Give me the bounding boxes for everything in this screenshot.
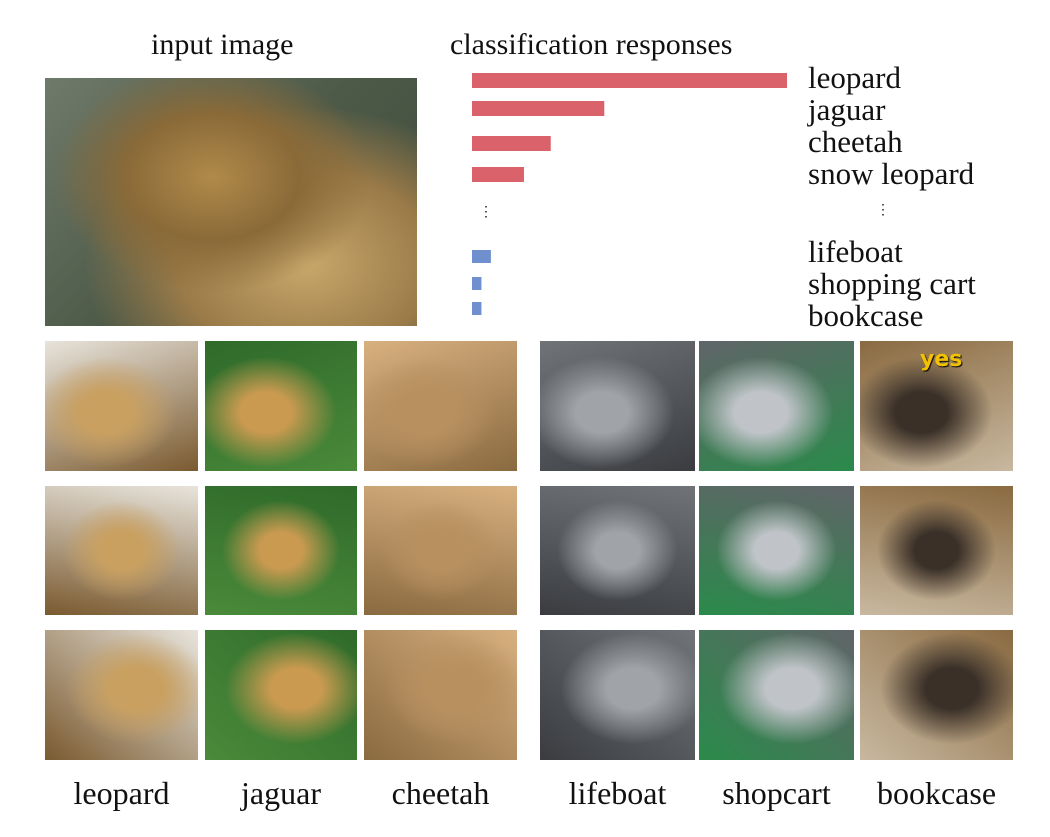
bar-shopping-cart	[472, 277, 482, 290]
example-image-lifeboat-2	[540, 486, 695, 615]
example-image-shopcart-3	[699, 630, 854, 760]
bar-lifeboat	[472, 250, 491, 263]
example-image-leopard-2	[45, 486, 198, 615]
example-image-shopcart-1	[699, 341, 854, 471]
bar-ellipsis: ⋮	[479, 205, 493, 220]
example-image-leopard-3	[45, 630, 198, 760]
column-caption-jaguar: jaguar	[241, 775, 321, 811]
category-label: shopping cart	[808, 266, 976, 301]
example-image-bookcase-2	[860, 486, 1013, 615]
example-image-shopcart-2	[699, 486, 854, 615]
example-image-lifeboat-1	[540, 341, 695, 471]
chart-title: classification responses	[450, 28, 733, 61]
column-caption-bookcase: bookcase	[876, 775, 997, 811]
category-label: cheetah	[808, 124, 903, 159]
category-label: bookcase	[808, 298, 924, 333]
label-ellipsis: ⋮	[876, 203, 890, 218]
example-image-jaguar-1	[205, 341, 357, 471]
example-image-lifeboat-3	[540, 630, 695, 760]
bar-leopard	[472, 73, 787, 88]
bar-snow-leopard	[472, 167, 524, 182]
column-caption-leopard: leopard	[73, 775, 170, 811]
bar-bookcase	[472, 302, 482, 315]
input-image-title: input image	[151, 28, 294, 61]
column-caption-lifeboat: lifeboat	[568, 775, 667, 811]
bar-chart	[472, 73, 787, 315]
example-image-bookcase-1: yes	[860, 341, 1013, 471]
example-image-jaguar-3	[205, 630, 357, 760]
example-image-cheetah-3	[364, 630, 517, 760]
bar-jaguar	[472, 101, 605, 116]
bar-cheetah	[472, 136, 551, 151]
category-label: lifeboat	[808, 234, 903, 269]
example-image-leopard-1	[45, 341, 198, 471]
example-image-cheetah-2	[364, 486, 517, 615]
example-image-bookcase-3	[860, 630, 1013, 760]
category-label: leopard	[808, 60, 901, 95]
column-caption-cheetah: cheetah	[391, 775, 490, 811]
bookcase-sign-text: yes	[920, 347, 963, 372]
column-caption-shopcart: shopcart	[722, 775, 831, 811]
category-label: snow leopard	[808, 156, 975, 191]
input-image-leopard	[45, 78, 417, 326]
example-image-jaguar-2	[205, 486, 357, 615]
category-label: jaguar	[808, 92, 886, 127]
example-image-cheetah-1	[364, 341, 517, 471]
